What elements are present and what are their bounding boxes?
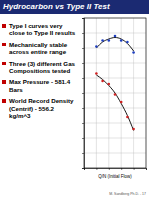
bullet-marker — [2, 43, 6, 47]
grid-line — [84, 138, 146, 139]
tick-mark — [82, 93, 84, 94]
footer: M. Sandberg Ph.D. - 17 — [109, 192, 146, 196]
tick — [82, 78, 84, 79]
series-line — [96, 75, 133, 131]
tick-mark — [82, 18, 84, 19]
bullet-text: Mechanically stable across entire range — [9, 41, 67, 55]
tick — [82, 123, 84, 124]
bullet-text: World Record Density (Centrif) - 556.2 k… — [9, 97, 74, 119]
bullet-text: Type I curves very close to Type II resu… — [9, 22, 75, 36]
tick-mark — [82, 168, 84, 169]
bullet-marker — [2, 80, 6, 84]
series-line — [96, 38, 133, 52]
series-point — [101, 80, 104, 83]
bullet: Max Pressure - 581.4 Bars — [2, 78, 76, 93]
bullet: Mechanically stable across entire range — [2, 41, 76, 56]
tick — [82, 63, 84, 64]
bullet-marker — [2, 24, 6, 28]
plot-area — [95, 35, 135, 131]
chart: Q/N (Initial Flow) — [0, 0, 149, 198]
plot-background — [84, 18, 146, 168]
series-point — [126, 116, 129, 119]
tick — [82, 138, 84, 139]
tick-mark — [82, 108, 84, 109]
grid-line — [84, 108, 146, 109]
tick — [82, 168, 84, 169]
tick — [82, 108, 84, 109]
x-axis-title: Q/N (Initial Flow) — [98, 174, 132, 179]
tick — [82, 93, 84, 94]
bullet: Three (3) different Gas Compositions tes… — [2, 60, 76, 75]
axis-line — [85, 169, 147, 171]
series-point — [114, 93, 117, 96]
tick-mark — [82, 138, 84, 139]
series-point — [120, 39, 123, 42]
plot-frame — [84, 18, 146, 168]
bullet: World Record Density (Centrif) - 556.2 k… — [2, 97, 76, 119]
grid-line — [84, 123, 146, 124]
bullet: Type I curves very close to Type II resu… — [2, 22, 76, 37]
grid — [84, 18, 146, 168]
grid-line — [84, 153, 146, 154]
grid-line — [84, 78, 146, 79]
series-point — [132, 128, 135, 131]
tick-mark — [82, 63, 84, 64]
tick — [82, 33, 84, 34]
series-point — [101, 39, 104, 42]
grid-line — [84, 63, 146, 64]
series-point — [95, 45, 98, 48]
tick-mark — [82, 153, 84, 154]
tick-mark — [82, 33, 84, 34]
series-point — [120, 101, 123, 104]
tick — [82, 48, 84, 49]
series-point — [114, 35, 117, 38]
tick — [82, 153, 84, 154]
bullet-text: Max Pressure - 581.4 Bars — [9, 78, 70, 92]
series-point — [132, 51, 135, 54]
bullet-marker — [2, 99, 6, 103]
bullet-list: Type I curves very close to Type II resu… — [2, 22, 76, 123]
bullet-text: Three (3) different Gas Compositions tes… — [9, 60, 75, 74]
series-point — [126, 41, 129, 44]
series-point — [108, 83, 111, 86]
tick — [82, 18, 84, 19]
tick-mark — [82, 78, 84, 79]
grid-line — [84, 48, 146, 49]
tick-mark — [82, 123, 84, 124]
slide-title: Hydrocarbon vs Type II Test — [3, 2, 110, 11]
tick-mark — [82, 48, 84, 49]
bullet-marker — [2, 62, 6, 66]
grid-line — [84, 33, 146, 34]
series-point — [95, 72, 98, 75]
slide: Hydrocarbon vs Type II Test Type I curve… — [0, 0, 149, 198]
series-point — [108, 39, 111, 42]
